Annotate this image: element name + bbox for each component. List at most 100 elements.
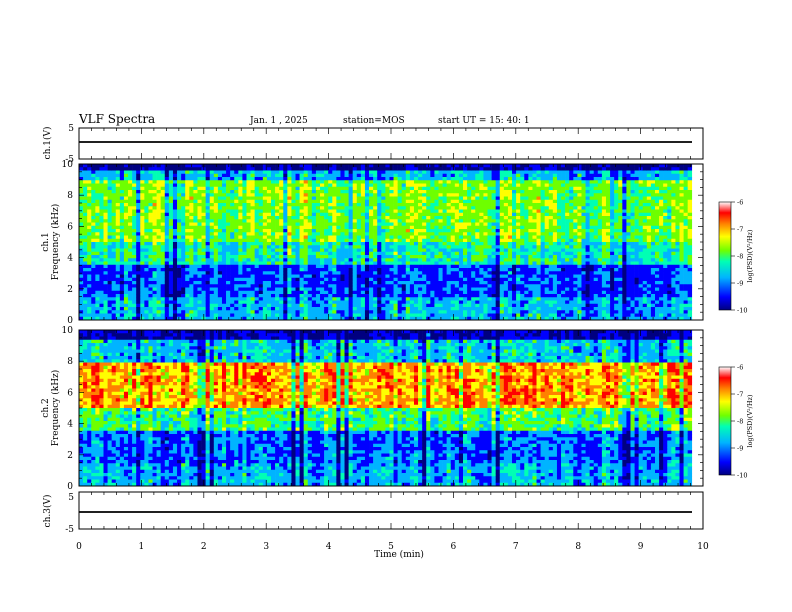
spectrogram-cell (487, 186, 492, 191)
spectrogram-cell (99, 242, 104, 246)
spectrogram-cell (99, 212, 104, 217)
spectrogram-cell (172, 177, 178, 181)
spectrogram-cell (246, 222, 251, 227)
spectrogram-cell (328, 258, 333, 262)
spectrogram-cell (205, 297, 211, 301)
spectrogram-cell (234, 199, 239, 204)
spectrogram-cell (405, 186, 411, 191)
spectrogram-cell (234, 170, 239, 175)
spectrogram-cell (295, 290, 300, 295)
spectrogram-cell (344, 248, 349, 253)
spectrogram-cell (279, 167, 284, 171)
spectrogram-cell (446, 255, 452, 259)
spectrogram-cell (271, 229, 276, 233)
spectrogram-cell (119, 287, 125, 292)
spectrogram-cell (258, 287, 264, 292)
spectrogram-cell (246, 190, 251, 194)
spectrogram-cell (221, 316, 227, 321)
spectrogram-cell (287, 190, 292, 194)
spectrogram-cell (201, 242, 206, 246)
spectrogram-cell (168, 196, 174, 201)
spectrogram-cell (315, 235, 321, 240)
spectrogram-cell (79, 316, 84, 321)
spectrogram-cell (369, 281, 374, 285)
spectrogram-cell (189, 225, 194, 230)
spectrogram-cell (152, 238, 157, 243)
spectrogram-cell (107, 170, 112, 175)
spectrogram-cell (156, 203, 162, 207)
spectrogram-cell (422, 177, 427, 181)
spectrogram-cell (360, 167, 366, 171)
spectrogram-cell (156, 177, 162, 181)
spectrogram-cell (328, 216, 333, 220)
spectrogram-cell (172, 206, 178, 210)
spectrogram-cell (177, 199, 182, 204)
spectrogram-cell (307, 203, 313, 207)
spectrogram-cell (442, 216, 447, 220)
spectrogram-cell (364, 190, 370, 194)
spectrogram-cell (209, 235, 215, 240)
spectrogram-cell (128, 180, 133, 184)
spectrogram-cell (213, 183, 219, 188)
spectrogram-cell (344, 300, 349, 305)
spectrogram-cell (364, 177, 370, 181)
spectrogram-cell (409, 277, 415, 282)
spectrogram-cell (479, 284, 484, 288)
spectrogram-cell (238, 294, 243, 298)
spectrogram-cell (450, 284, 456, 288)
spectrogram-cell (152, 219, 157, 223)
spectrogram-cell (168, 199, 174, 204)
spectrogram-cell (328, 251, 333, 256)
spectrogram-cell (467, 183, 472, 188)
spectrogram-cell (213, 190, 219, 194)
spectrogram-cell (115, 225, 121, 230)
spectrogram-cell (413, 300, 419, 305)
spectrogram-cell (413, 307, 419, 311)
spectrogram-cell (79, 251, 84, 256)
spectrogram-cell (242, 264, 247, 269)
spectrogram-cell (479, 186, 484, 191)
spectrogram-cell (91, 203, 96, 207)
spectrogram-cell (295, 316, 300, 321)
spectrogram-cell (123, 290, 129, 295)
spectrogram-cell (242, 238, 247, 243)
spectrogram-cell (340, 212, 345, 217)
spectrogram-cell (266, 281, 272, 285)
spectrogram-cell (397, 261, 403, 266)
spectrogram-cell (201, 212, 206, 217)
spectrogram-cell (181, 277, 186, 282)
spectrogram-cell (177, 193, 182, 197)
spectrogram-cell (332, 303, 337, 308)
spectrogram-cell (405, 219, 411, 223)
spectrogram-cell (332, 180, 337, 184)
spectrogram-cell (299, 177, 304, 181)
spectrogram-cell (360, 303, 366, 308)
spectrogram-cell (479, 255, 484, 259)
spectrogram-cell (299, 303, 304, 308)
spectrogram-cell (328, 167, 333, 171)
spectrogram-cell (491, 190, 496, 194)
spectrogram-cell (393, 229, 398, 233)
spectrogram-cell (324, 251, 329, 256)
spectrogram-cell (79, 222, 84, 227)
spectrogram-cell (99, 177, 104, 181)
spectrogram-cell (401, 173, 407, 178)
spectrogram-cell (193, 225, 198, 230)
spectrogram-cell (438, 290, 443, 295)
spectrogram-cell (107, 216, 112, 220)
spectrogram-cell (446, 251, 452, 256)
spectrogram-cell (95, 264, 100, 269)
spectrogram-cell (209, 222, 215, 227)
spectrogram-cell (242, 219, 247, 223)
spectrogram-cell (128, 190, 133, 194)
spectrogram-cell (471, 196, 476, 201)
spectrogram-cell (442, 300, 447, 305)
spectrogram-cell (475, 222, 480, 227)
spectrogram-cell (299, 180, 304, 184)
spectrogram-cell (156, 216, 162, 220)
spectrogram-cell (275, 268, 280, 272)
spectrogram-cell (115, 216, 121, 220)
spectrogram-cell (275, 300, 280, 305)
spectrogram-cell (426, 193, 431, 197)
spectrogram-cell (291, 235, 296, 240)
